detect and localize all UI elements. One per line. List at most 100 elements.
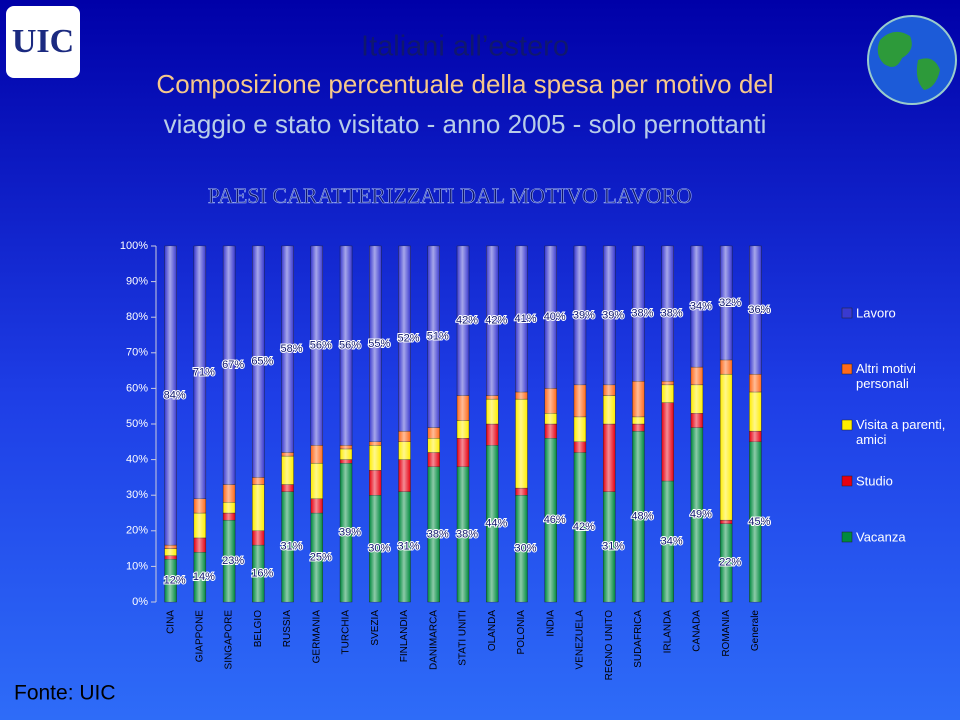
- bar-shine: [632, 246, 645, 382]
- bar-shine: [223, 484, 236, 503]
- logo: UIC: [12, 23, 74, 60]
- bar-shine: [720, 520, 733, 524]
- data-label: 38%: [631, 308, 653, 320]
- data-label: 38%: [661, 308, 683, 320]
- bar-shine: [573, 246, 586, 385]
- y-tick-label: 50%: [126, 418, 148, 430]
- bar-shine: [310, 445, 323, 464]
- legend-label-line: amici: [856, 432, 886, 447]
- bar-shine: [690, 413, 703, 428]
- x-tick-label: ROMANIA: [721, 610, 732, 657]
- data-label: 52%: [398, 332, 420, 344]
- bar-shine: [573, 384, 586, 417]
- bar-shine: [223, 513, 236, 521]
- data-label: 30%: [368, 543, 390, 555]
- bar-shine: [252, 477, 265, 485]
- bar-shine: [515, 488, 528, 496]
- bar-shine: [749, 374, 762, 392]
- bar-shine: [486, 424, 499, 446]
- bar-shine: [457, 395, 469, 421]
- legend-label: Lavoro: [856, 305, 896, 320]
- bar-shine: [720, 246, 733, 360]
- bar-shine: [340, 445, 353, 449]
- bar-shine: [486, 395, 499, 400]
- data-label: 65%: [251, 356, 273, 368]
- bar-shine: [427, 246, 440, 428]
- bar-shine: [340, 448, 353, 460]
- y-tick-label: 70%: [126, 347, 148, 359]
- data-label: 31%: [281, 541, 303, 553]
- x-tick-label: DANIMARCA: [428, 610, 439, 670]
- y-tick-label: 0%: [132, 596, 148, 608]
- bar-shine: [515, 495, 528, 602]
- x-tick-label: STATI UNITI: [458, 610, 469, 666]
- bar-shine: [193, 552, 206, 602]
- legend-label-line: personali: [856, 376, 909, 391]
- bar-shine: [164, 545, 177, 549]
- legend-label-line: Altri motivi: [856, 361, 916, 376]
- plot: 0% 10% 20% 30% 40% 50% 60% 70% 80% 90% 100% 12% 84% C…: [120, 240, 772, 681]
- subtitle-line: viaggio e stato visitato - anno 2005 - s…: [164, 109, 767, 139]
- bar-shine: [398, 246, 411, 432]
- y-tick-label: 100%: [120, 240, 148, 252]
- bar-shine: [457, 246, 469, 396]
- bar-shine: [310, 513, 323, 602]
- bar-shine: [427, 438, 440, 453]
- y-tick-label: 40%: [126, 454, 148, 466]
- x-tick-label: REGNO UNITO: [604, 610, 615, 681]
- data-label: 31%: [602, 541, 624, 553]
- bar-shine: [310, 498, 323, 513]
- bar-shine: [573, 416, 586, 442]
- bar-shine: [632, 431, 645, 602]
- bar-shine: [340, 246, 353, 446]
- bar-shine: [632, 381, 645, 417]
- bar-shine: [164, 555, 177, 560]
- bar-shine: [281, 484, 294, 492]
- data-label: 34%: [690, 300, 712, 312]
- data-label: 38%: [427, 528, 449, 540]
- x-tick-label: Generale: [750, 610, 761, 652]
- bar-shine: [369, 246, 382, 442]
- x-tick-label: IRLANDA: [662, 610, 673, 654]
- bar-shine: [398, 459, 411, 492]
- legend-swatch: [841, 475, 853, 487]
- bar-shine: [544, 388, 557, 414]
- x-tick-label: POLONIA: [516, 610, 527, 655]
- bar-shine: [252, 484, 265, 531]
- bar-shine: [603, 384, 616, 396]
- bar-shine: [223, 502, 236, 513]
- data-label: 34%: [661, 535, 683, 547]
- globe: [867, 15, 957, 105]
- x-tick-label: GIAPPONE: [194, 610, 205, 663]
- x-tick-label: SUDAFRICA: [633, 610, 644, 668]
- data-label: 16%: [251, 567, 273, 579]
- bar-shine: [486, 445, 499, 602]
- y-tick-label: 20%: [126, 525, 148, 537]
- bar-shine: [720, 523, 733, 602]
- bar-shine: [544, 424, 557, 439]
- data-label: 42%: [573, 521, 595, 533]
- legend-label: Studio: [856, 473, 893, 488]
- bar-shine: [398, 441, 411, 460]
- bar-shine: [193, 513, 206, 538]
- bar-shine: [252, 246, 265, 478]
- bar-shine: [427, 452, 440, 467]
- legend-swatch: [841, 307, 853, 319]
- data-label: 39%: [602, 309, 624, 321]
- heading: PAESI CARATTERIZZATI DAL MOTIVO LAVORO: [208, 183, 692, 208]
- data-label: 55%: [368, 338, 390, 350]
- bar-shine: [749, 441, 762, 602]
- logo-box: [6, 6, 80, 78]
- x-tick-label: GERMANIA: [311, 610, 322, 664]
- bar-shine: [603, 246, 616, 385]
- data-label: 14%: [193, 571, 215, 583]
- data-label: 36%: [748, 304, 770, 316]
- bar-shine: [164, 559, 177, 602]
- bar-shine: [223, 246, 236, 485]
- bar-shine: [486, 399, 499, 424]
- bar-shine: [281, 246, 294, 453]
- bar-shine: [661, 246, 674, 382]
- y-tick-label: 60%: [126, 382, 148, 394]
- data-label: 22%: [719, 557, 741, 569]
- data-label: 12%: [164, 575, 186, 587]
